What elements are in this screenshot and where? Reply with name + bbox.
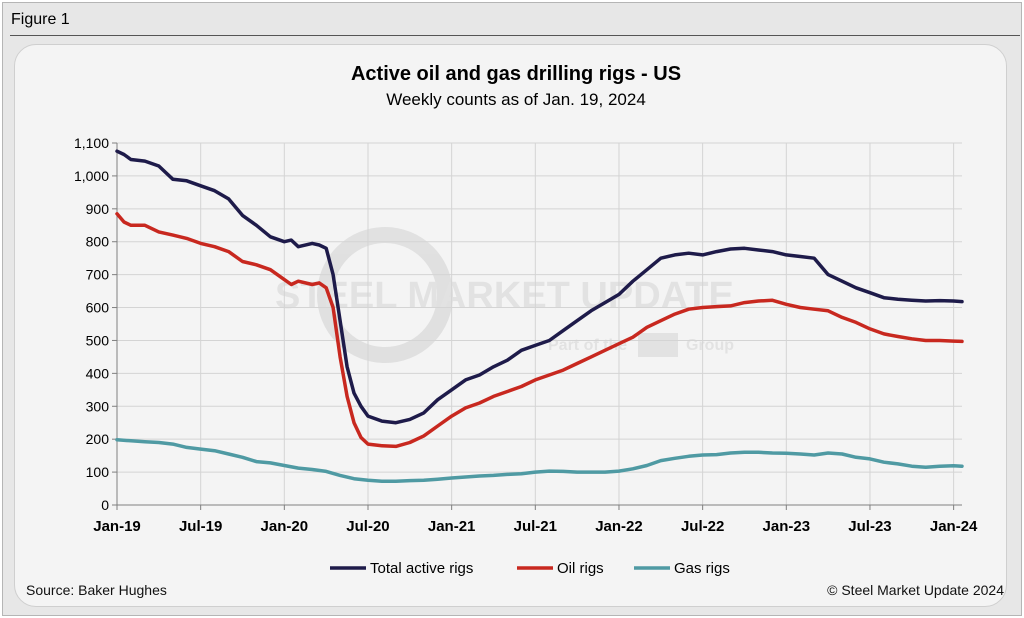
y-tick-label: 100 bbox=[86, 464, 110, 480]
x-tick-label: Jul-19 bbox=[179, 518, 222, 535]
watermark-title: STEEL MARKET UPDATE bbox=[275, 275, 734, 317]
x-tick-label: Jul-22 bbox=[681, 518, 724, 535]
x-tick-label: Jan-19 bbox=[93, 518, 141, 535]
y-tick-label: 1,000 bbox=[74, 168, 109, 184]
figure-label: Figure 1 bbox=[11, 11, 70, 28]
watermark: STEEL MARKET UPDATE Part of the Group bbox=[275, 227, 734, 363]
watermark-group: Group bbox=[686, 337, 734, 354]
legend-item-gas-rigs: Gas rigs bbox=[634, 560, 730, 577]
x-tick-label: Jan-22 bbox=[595, 518, 643, 535]
legend-item-oil-rigs: Oil rigs bbox=[517, 560, 604, 577]
y-tick-label: 900 bbox=[86, 201, 110, 217]
x-tick-label: Jul-21 bbox=[514, 518, 557, 535]
y-tick-label: 400 bbox=[86, 365, 110, 381]
series-line-gas-rigs bbox=[115, 438, 964, 484]
y-axis: 0 100 200 300 400 500 600 700 800 900 1,000 1,100 bbox=[74, 135, 118, 513]
x-tick-label: Jan-23 bbox=[763, 518, 811, 535]
series-line-oil-rigs bbox=[115, 212, 964, 449]
watermark-logo-icon bbox=[638, 333, 678, 357]
x-axis: Jan-19 Jul-19 Jan-20 Jul-20 Jan-21 Jul-21 Jan-… bbox=[93, 504, 978, 535]
chart-title: Active oil and gas drilling rigs - US bbox=[351, 63, 681, 85]
legend-label: Gas rigs bbox=[674, 560, 730, 577]
x-tick-label: Jan-24 bbox=[930, 518, 978, 535]
series-line-total-active-rigs bbox=[115, 149, 964, 425]
legend-label: Total active rigs bbox=[370, 560, 473, 577]
source-note: Source: Baker Hughes bbox=[26, 582, 167, 598]
chart-subtitle: Weekly counts as of Jan. 19, 2024 bbox=[386, 90, 646, 109]
grid bbox=[116, 142, 962, 505]
y-tick-label: 200 bbox=[86, 431, 110, 447]
series-group bbox=[115, 149, 964, 484]
y-tick-label: 600 bbox=[86, 300, 110, 316]
watermark-ring-icon bbox=[317, 227, 453, 363]
y-tick-label: 1,100 bbox=[74, 135, 109, 151]
x-tick-label: Jan-21 bbox=[428, 518, 476, 535]
y-tick-label: 500 bbox=[86, 332, 110, 348]
y-tick-label: 300 bbox=[86, 398, 110, 414]
copyright-note: © Steel Market Update 2024 bbox=[827, 582, 1004, 598]
legend: Total active rigs Oil rigs Gas rigs bbox=[330, 560, 730, 577]
y-tick-label: 800 bbox=[86, 234, 110, 250]
y-tick-label: 700 bbox=[86, 267, 110, 283]
x-tick-label: Jul-20 bbox=[346, 518, 389, 535]
y-tick-label: 0 bbox=[101, 497, 109, 513]
legend-label: Oil rigs bbox=[557, 560, 604, 577]
header-rule bbox=[10, 35, 1020, 36]
legend-item-total-active-rigs: Total active rigs bbox=[330, 560, 473, 577]
x-tick-label: Jul-23 bbox=[848, 518, 891, 535]
x-tick-label: Jan-20 bbox=[261, 518, 309, 535]
chart-panel bbox=[14, 44, 1007, 607]
